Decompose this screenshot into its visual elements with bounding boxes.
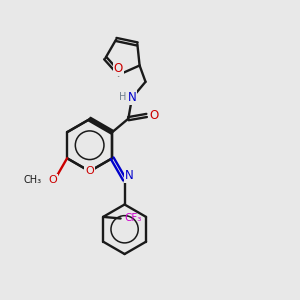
Text: N: N [128, 92, 136, 104]
Text: O: O [85, 166, 94, 176]
Text: H: H [119, 92, 127, 102]
Text: CF₃: CF₃ [124, 214, 142, 224]
Text: CH₃: CH₃ [23, 175, 41, 185]
Text: O: O [149, 109, 158, 122]
Text: N: N [125, 169, 134, 182]
Text: O: O [49, 175, 58, 185]
Text: O: O [114, 62, 123, 75]
